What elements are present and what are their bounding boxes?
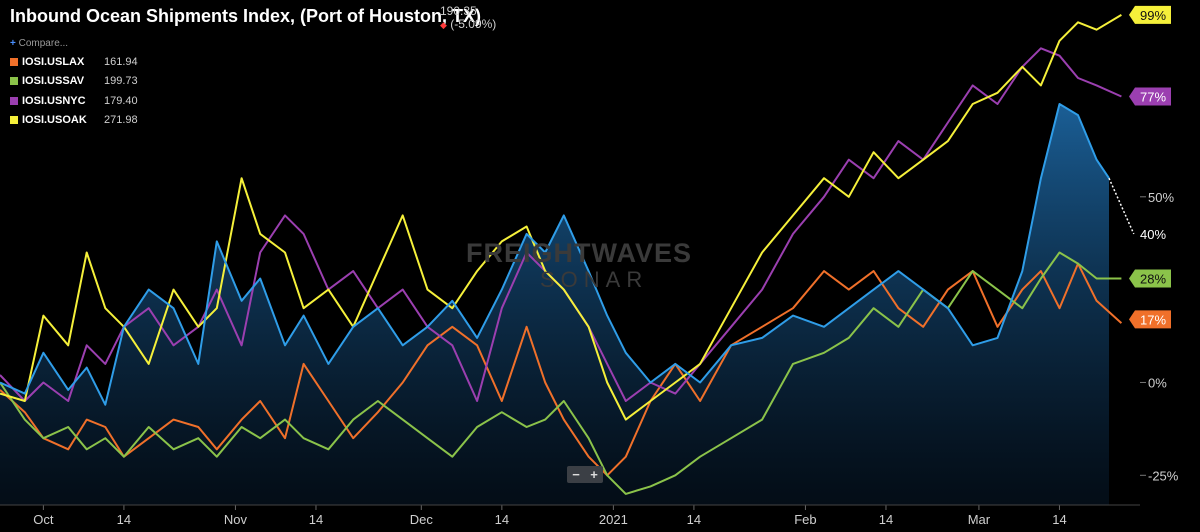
- legend-value: 199.73: [104, 75, 138, 88]
- end-label-iosi-uslax: 17%: [1129, 310, 1171, 329]
- end-label-iosi-ushou: 40%: [1140, 227, 1166, 242]
- x-tick-label: 14: [879, 512, 893, 527]
- last-change: (-5.09%): [450, 17, 497, 31]
- end-label-text: 17%: [1140, 312, 1166, 327]
- x-tick-label: Nov: [224, 512, 248, 527]
- legend-item[interactable]: IOSI.USSAV 199.73: [10, 72, 138, 92]
- compare-button[interactable]: + Compare...: [10, 38, 68, 49]
- last-value-readout: 190.35 ◆ (-5.09%): [440, 5, 496, 32]
- watermark-logo: FREIGHTWAVES: [466, 238, 692, 269]
- end-label-tag: [1129, 87, 1171, 106]
- legend-name: IOSI.USOAK: [22, 114, 87, 127]
- legend-swatch: [10, 77, 18, 86]
- x-tick-label: 14: [1052, 512, 1066, 527]
- legend-swatch: [10, 116, 18, 125]
- down-arrow-icon: ◆: [440, 20, 447, 30]
- compare-label: Compare...: [18, 38, 69, 49]
- x-tick-label: Feb: [794, 512, 816, 527]
- end-label-tag: [1129, 5, 1171, 24]
- last-value: 190.35: [440, 4, 477, 18]
- x-tick-label: Dec: [410, 512, 434, 527]
- area-iosi-ushou: [0, 104, 1110, 505]
- legend-value: 161.94: [104, 55, 138, 68]
- legend-name: IOSI.USSAV: [22, 75, 85, 88]
- end-label-tag: [1129, 269, 1171, 288]
- x-tick-label: Oct: [33, 512, 54, 527]
- series-line-iosi-usoak: [0, 14, 1122, 421]
- end-label-iosi-usnyc: 77%: [1129, 87, 1171, 106]
- watermark-line1: FREIGHTWAVES: [466, 238, 693, 268]
- end-label-text: 99%: [1140, 8, 1166, 23]
- legend-item[interactable]: IOSI.USNYC 179.40: [10, 91, 138, 111]
- y-tick-label: -25%: [1148, 468, 1179, 483]
- x-tick-label: 14: [309, 512, 323, 527]
- x-tick-label: 14: [687, 512, 701, 527]
- legend-value: 179.40: [104, 94, 138, 107]
- legend-name: IOSI.USLAX: [22, 55, 85, 68]
- x-tick-label: Mar: [968, 512, 991, 527]
- end-label-text: 77%: [1140, 90, 1166, 105]
- watermark-sub: SONAR: [540, 267, 648, 293]
- end-label-iosi-ussav: 28%: [1129, 269, 1171, 288]
- legend-name: IOSI.USNYC: [22, 94, 86, 107]
- zoom-controls: − +: [567, 466, 603, 483]
- watermark-line2: SONAR: [540, 267, 649, 292]
- zoom-out-button[interactable]: −: [572, 467, 580, 482]
- plus-icon: +: [10, 38, 16, 49]
- x-tick-label: 2021: [599, 512, 628, 527]
- legend-swatch: [10, 57, 18, 66]
- x-tick-label: 14: [495, 512, 509, 527]
- x-tick-label: 14: [117, 512, 131, 527]
- series-line-iosi-ushou: [0, 103, 1110, 406]
- end-label-tag: [1129, 310, 1171, 329]
- y-tick-label: 0%: [1148, 375, 1167, 390]
- end-label-text: 28%: [1140, 271, 1166, 286]
- legend-value: 271.98: [104, 114, 138, 127]
- series-line-iosi-uslax: [0, 262, 1123, 477]
- chart-title: Inbound Ocean Shipments Index, (Port of …: [10, 6, 481, 26]
- legend: IOSI.USLAX 161.94 IOSI.USSAV 199.73 IOSI.USN…: [10, 52, 138, 130]
- legend-swatch: [10, 96, 18, 105]
- legend-item[interactable]: IOSI.USOAK 271.98: [10, 111, 138, 131]
- end-label-iosi-usoak: 99%: [1129, 5, 1171, 24]
- y-tick-label: 50%: [1148, 190, 1174, 205]
- zoom-in-button[interactable]: +: [590, 467, 598, 482]
- legend-item[interactable]: IOSI.USLAX 161.94: [10, 52, 138, 72]
- projection-line: [1108, 177, 1135, 235]
